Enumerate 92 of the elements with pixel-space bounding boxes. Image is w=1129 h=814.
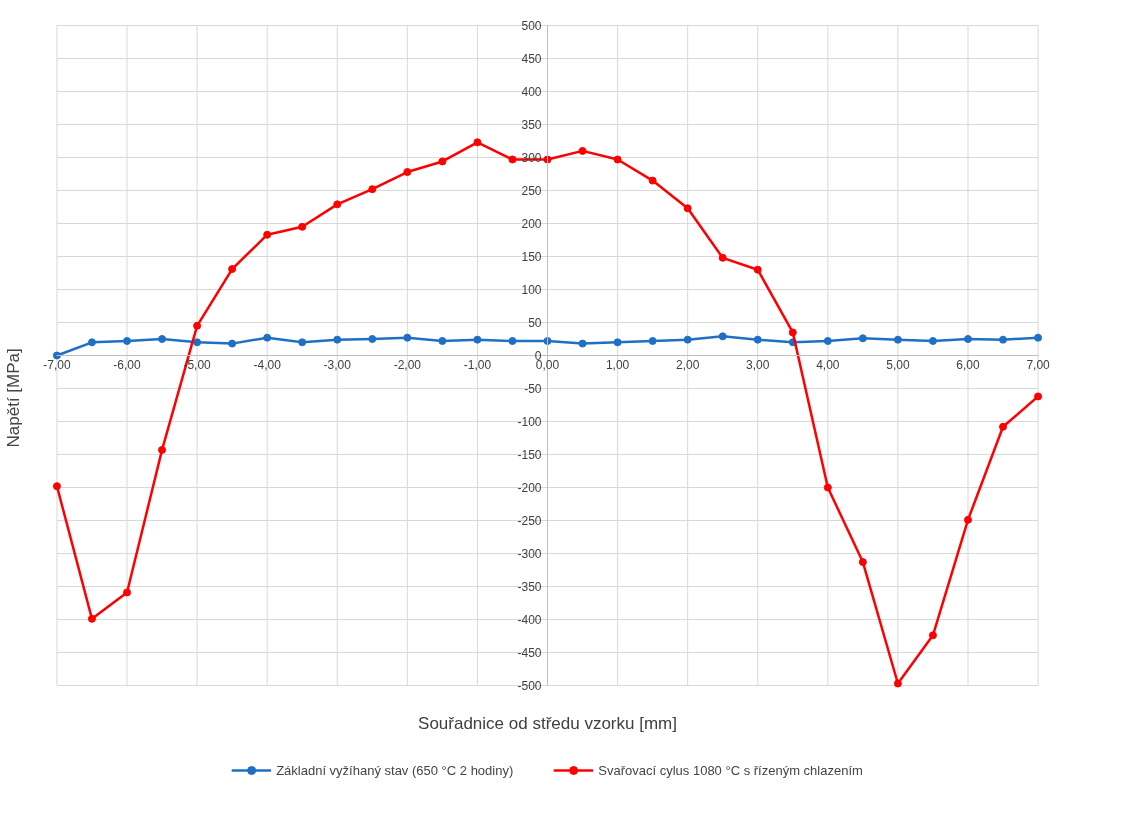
point bbox=[123, 588, 132, 597]
x-tick-label: 7,00 bbox=[1026, 357, 1051, 372]
x-tick-label: 1,00 bbox=[605, 357, 630, 372]
point bbox=[683, 204, 692, 213]
y-tick-label: 350 bbox=[521, 118, 542, 132]
y-tick-label: 50 bbox=[528, 316, 542, 330]
point bbox=[753, 265, 762, 274]
point bbox=[893, 335, 902, 344]
point bbox=[893, 679, 902, 688]
point bbox=[718, 332, 727, 341]
point bbox=[333, 335, 342, 344]
x-axis-title: Souřadnice od středu vzorku [mm] bbox=[418, 713, 677, 733]
y-axis-title: Napětí [MPa] bbox=[3, 348, 23, 448]
point bbox=[613, 155, 622, 164]
point bbox=[543, 336, 552, 345]
legend-label: Svařovací cylus 1080 °C s řízeným chlazením bbox=[598, 762, 863, 778]
x-tick-label: -2,00 bbox=[393, 357, 422, 372]
point bbox=[683, 335, 692, 344]
x-tick-label: -3,00 bbox=[323, 357, 352, 372]
y-tick-label: 500 bbox=[521, 19, 542, 33]
y-tick-label: -200 bbox=[517, 481, 542, 495]
y-tick-label: -350 bbox=[517, 580, 542, 594]
point bbox=[999, 422, 1008, 431]
y-tick-label: 100 bbox=[521, 283, 542, 297]
x-tick-label: 6,00 bbox=[956, 357, 980, 372]
y-tick-label: -450 bbox=[517, 646, 542, 660]
point bbox=[193, 338, 202, 347]
point bbox=[158, 335, 167, 343]
point bbox=[963, 335, 972, 343]
point bbox=[473, 335, 482, 344]
y-tick-label: 400 bbox=[521, 85, 542, 99]
point bbox=[473, 138, 482, 147]
point bbox=[228, 339, 237, 348]
point bbox=[228, 265, 237, 274]
point bbox=[858, 558, 867, 567]
point bbox=[823, 336, 832, 345]
x-tick-label: -6,00 bbox=[113, 357, 142, 372]
point bbox=[333, 200, 342, 209]
point bbox=[648, 336, 657, 345]
point bbox=[158, 445, 167, 454]
x-tick-label: -7,00 bbox=[43, 357, 71, 372]
point bbox=[718, 253, 727, 262]
x-tick-label: -1,00 bbox=[463, 357, 492, 372]
point bbox=[263, 333, 272, 342]
x-tick-label: 5,00 bbox=[886, 357, 910, 372]
point bbox=[1034, 392, 1043, 401]
y-tick-label: -250 bbox=[517, 514, 542, 528]
point bbox=[928, 336, 937, 345]
point bbox=[508, 336, 517, 345]
point bbox=[578, 146, 587, 155]
point bbox=[578, 339, 587, 348]
point bbox=[438, 336, 447, 345]
x-tick-label: 3,00 bbox=[746, 357, 770, 372]
point bbox=[508, 155, 517, 164]
y-tick-label: -400 bbox=[517, 613, 542, 627]
point bbox=[298, 338, 307, 347]
y-tick-label: -300 bbox=[517, 547, 542, 561]
point bbox=[52, 482, 61, 491]
point bbox=[193, 321, 202, 330]
point bbox=[963, 515, 972, 524]
point bbox=[263, 230, 272, 239]
point bbox=[823, 483, 832, 492]
x-tick-label: 2,00 bbox=[675, 357, 700, 372]
y-tick-label: -100 bbox=[517, 415, 542, 429]
point bbox=[368, 185, 377, 194]
point bbox=[788, 328, 797, 337]
point bbox=[52, 351, 61, 360]
x-tick-label: 4,00 bbox=[816, 357, 840, 372]
y-tick-label: 150 bbox=[521, 250, 542, 264]
y-tick-label: -50 bbox=[524, 382, 542, 396]
y-tick-label: 200 bbox=[521, 217, 542, 231]
x-tick-label: -4,00 bbox=[253, 357, 282, 372]
point bbox=[403, 333, 412, 342]
y-tick-label: 450 bbox=[521, 52, 542, 66]
point bbox=[1034, 333, 1043, 342]
point bbox=[87, 614, 96, 623]
point bbox=[298, 222, 307, 231]
y-tick-label: -150 bbox=[517, 448, 542, 462]
point bbox=[648, 176, 657, 185]
y-tick-label: 250 bbox=[521, 184, 542, 198]
legend-label: Základní vyžíhaný stav (650 °C 2 hodiny) bbox=[276, 762, 514, 778]
point bbox=[999, 335, 1008, 344]
y-tick-label: -500 bbox=[517, 679, 542, 693]
point bbox=[858, 334, 867, 343]
point bbox=[123, 336, 132, 345]
point bbox=[403, 168, 412, 177]
point bbox=[753, 335, 762, 344]
point bbox=[928, 631, 937, 640]
point bbox=[87, 338, 96, 347]
point bbox=[368, 335, 377, 343]
point bbox=[613, 338, 622, 347]
point bbox=[438, 157, 447, 166]
